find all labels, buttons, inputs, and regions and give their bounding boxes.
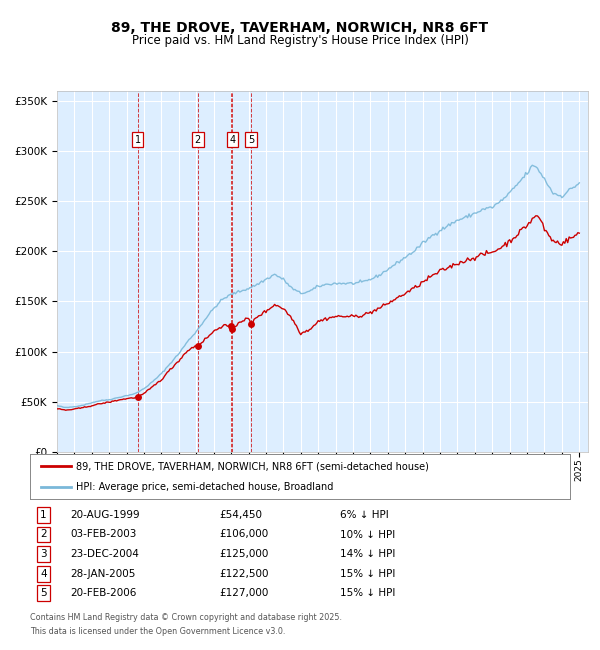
Text: 4: 4 [229,135,235,145]
Text: £125,000: £125,000 [219,549,268,559]
Text: 20-FEB-2006: 20-FEB-2006 [71,588,137,598]
Text: £106,000: £106,000 [219,530,268,540]
Text: 89, THE DROVE, TAVERHAM, NORWICH, NR8 6FT: 89, THE DROVE, TAVERHAM, NORWICH, NR8 6F… [112,21,488,36]
Text: 4: 4 [40,569,47,578]
Text: £127,000: £127,000 [219,588,268,598]
Text: 1: 1 [40,510,47,520]
Text: 3: 3 [40,549,47,559]
Text: 5: 5 [248,135,254,145]
Text: 03-FEB-2003: 03-FEB-2003 [71,530,137,540]
Text: This data is licensed under the Open Government Licence v3.0.: This data is licensed under the Open Gov… [30,627,286,636]
Text: 89, THE DROVE, TAVERHAM, NORWICH, NR8 6FT (semi-detached house): 89, THE DROVE, TAVERHAM, NORWICH, NR8 6F… [76,462,429,471]
Text: 14% ↓ HPI: 14% ↓ HPI [341,549,396,559]
Text: 5: 5 [40,588,47,598]
Text: 15% ↓ HPI: 15% ↓ HPI [341,588,396,598]
Text: 2: 2 [40,530,47,540]
Text: 1: 1 [134,135,140,145]
Text: 23-DEC-2004: 23-DEC-2004 [71,549,139,559]
Text: 10% ↓ HPI: 10% ↓ HPI [341,530,396,540]
Text: 2: 2 [195,135,201,145]
Text: HPI: Average price, semi-detached house, Broadland: HPI: Average price, semi-detached house,… [76,482,333,491]
Text: 28-JAN-2005: 28-JAN-2005 [71,569,136,578]
Text: £122,500: £122,500 [219,569,269,578]
Text: Price paid vs. HM Land Registry's House Price Index (HPI): Price paid vs. HM Land Registry's House … [131,34,469,47]
Text: 6% ↓ HPI: 6% ↓ HPI [341,510,389,520]
Text: 15% ↓ HPI: 15% ↓ HPI [341,569,396,578]
Text: £54,450: £54,450 [219,510,262,520]
Text: 20-AUG-1999: 20-AUG-1999 [71,510,140,520]
Text: Contains HM Land Registry data © Crown copyright and database right 2025.: Contains HM Land Registry data © Crown c… [30,613,342,622]
